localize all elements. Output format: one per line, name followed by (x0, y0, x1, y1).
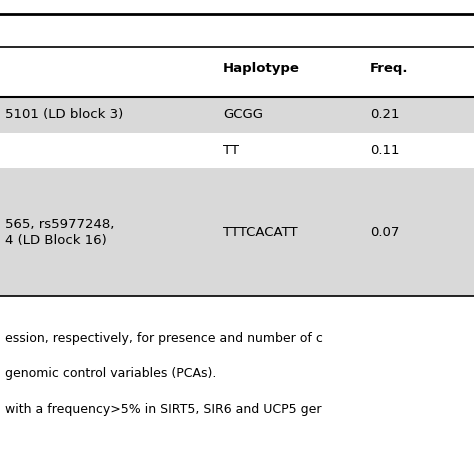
Text: with a frequency>5% in SIRT5, SIR6 and UCP5 ger: with a frequency>5% in SIRT5, SIR6 and U… (5, 403, 321, 416)
Text: 0.07: 0.07 (370, 226, 399, 239)
Text: Freq.: Freq. (370, 62, 408, 75)
Text: 565, rs5977248,
4 (LD Block 16): 565, rs5977248, 4 (LD Block 16) (5, 218, 114, 247)
Bar (0, 201, 474, 263)
Text: 0.21: 0.21 (370, 109, 399, 121)
Text: Haplotype: Haplotype (223, 62, 300, 75)
Text: 0.11: 0.11 (370, 144, 399, 157)
Bar (0, 263, 474, 296)
Bar (0, 133, 474, 168)
Text: TTTCACATT: TTTCACATT (223, 226, 297, 239)
Text: TT: TT (223, 144, 239, 157)
Text: ession, respectively, for presence and number of c: ession, respectively, for presence and n… (5, 332, 323, 345)
Bar (0, 97, 474, 133)
Text: genomic control variables (PCAs).: genomic control variables (PCAs). (5, 367, 216, 380)
Text: 5101 (LD block 3): 5101 (LD block 3) (5, 109, 123, 121)
Text: GCGG: GCGG (223, 109, 263, 121)
Bar (0, 168, 474, 201)
